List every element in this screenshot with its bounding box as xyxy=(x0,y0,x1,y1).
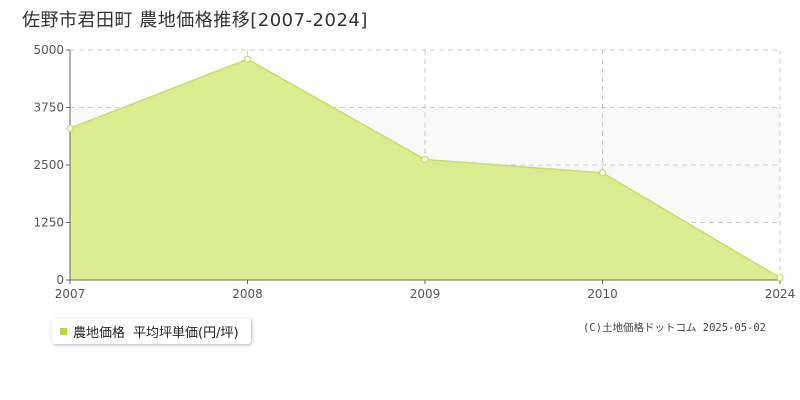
legend: 農地価格 平均坪単価(円/坪) xyxy=(52,318,251,344)
y-tick-label: 2500 xyxy=(33,158,64,172)
x-tick-label: 2008 xyxy=(232,287,263,301)
y-tick-label: 5000 xyxy=(33,43,64,57)
data-point xyxy=(776,274,784,282)
x-tick-label: 2009 xyxy=(410,287,441,301)
data-point xyxy=(243,55,252,63)
legend-unit-label: 平均坪単価(円/坪) xyxy=(133,325,239,341)
data-point xyxy=(598,169,607,177)
axes xyxy=(66,49,781,284)
chart-title: 佐野市君田町 農地価格推移[2007-2024] xyxy=(22,10,368,31)
copyright-text: (C)土地価格ドットコム 2025-05-02 xyxy=(582,322,766,334)
x-tick-labels: 2007 2008 2009 2010 2024 xyxy=(55,287,796,301)
data-point xyxy=(66,124,74,132)
y-tick-label: 0 xyxy=(56,273,64,287)
y-tick-label: 3750 xyxy=(33,101,64,115)
legend-series-label: 農地価格 xyxy=(73,325,126,341)
data-point xyxy=(421,155,429,164)
x-tick-label: 2007 xyxy=(55,287,86,301)
y-tick-labels: 0 1250 2500 3750 5000 xyxy=(33,43,64,287)
legend-marker xyxy=(60,327,67,335)
x-tick-label: 2010 xyxy=(587,287,618,301)
series-area-fill xyxy=(70,59,780,281)
x-tick-label: 2024 xyxy=(765,287,796,301)
y-tick-label: 1250 xyxy=(33,216,64,230)
data-markers xyxy=(66,55,784,282)
